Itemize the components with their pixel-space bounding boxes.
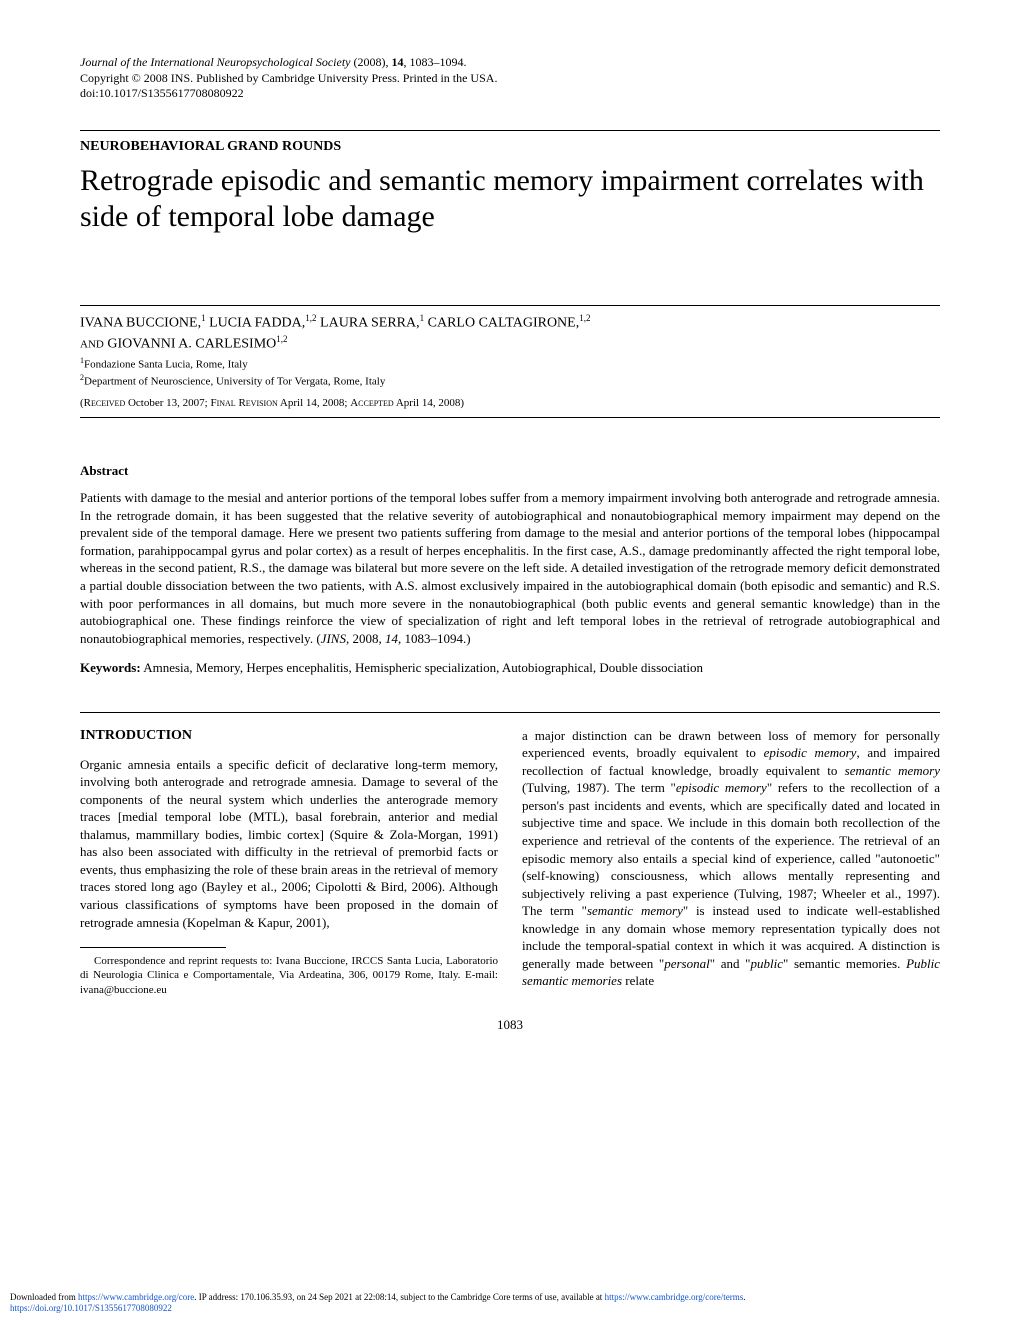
footer-text-2: . IP address: 170.106.35.93, on 24 Sep 2… bbox=[194, 1292, 604, 1302]
accepted-label: Accepted bbox=[350, 397, 394, 409]
journal-year: (2008), bbox=[354, 55, 389, 69]
abstract-body: Patients with damage to the mesial and a… bbox=[80, 489, 940, 647]
page-number: 1083 bbox=[80, 1017, 940, 1033]
rule-top bbox=[80, 130, 940, 131]
doi-line: doi:10.1017/S1355617708080922 bbox=[80, 86, 940, 102]
rule-mid bbox=[80, 305, 940, 306]
author-4: CARLO CALTAGIRONE, bbox=[428, 315, 580, 330]
journal-volume: 14 bbox=[392, 55, 404, 69]
right-column-paragraph: a major distinction can be drawn between… bbox=[522, 727, 940, 990]
article-title: Retrograde episodic and semantic memory … bbox=[80, 163, 940, 235]
intro-paragraph: Organic amnesia entails a specific defic… bbox=[80, 756, 498, 931]
abstract-end: , 1083–1094.) bbox=[398, 631, 471, 646]
two-column-body: INTRODUCTION Organic amnesia entails a s… bbox=[80, 727, 940, 997]
affiliation-2: Department of Neuroscience, University o… bbox=[84, 375, 385, 387]
column-right: a major distinction can be drawn between… bbox=[522, 727, 940, 997]
column-left: INTRODUCTION Organic amnesia entails a s… bbox=[80, 727, 498, 997]
dates-block: (Received October 13, 2007; Final Revisi… bbox=[80, 397, 940, 409]
affiliations-block: 1Fondazione Santa Lucia, Rome, Italy 2De… bbox=[80, 356, 940, 389]
journal-pages: , 1083–1094. bbox=[404, 55, 467, 69]
download-footer: Downloaded from https://www.cambridge.or… bbox=[10, 1292, 1010, 1315]
footer-link-core[interactable]: https://www.cambridge.org/core bbox=[78, 1292, 194, 1302]
author-1: IVANA BUCCIONE, bbox=[80, 315, 201, 330]
accepted-date: April 14, 2008) bbox=[394, 397, 464, 409]
author-5-aff: 1,2 bbox=[276, 334, 287, 344]
received-date: October 13, 2007; bbox=[125, 397, 210, 409]
abstract-main: Patients with damage to the mesial and a… bbox=[80, 490, 940, 645]
abstract-header: Abstract bbox=[80, 463, 940, 479]
abstract-vol: 14 bbox=[385, 631, 398, 646]
authors-block: IVANA BUCCIONE,1 LUCIA FADDA,1,2 LAURA S… bbox=[80, 312, 940, 355]
correspondence-rule bbox=[80, 947, 226, 948]
introduction-header: INTRODUCTION bbox=[80, 727, 498, 746]
received-label: Received bbox=[84, 397, 126, 409]
footer-link-doi[interactable]: https://doi.org/10.1017/S135561770808092… bbox=[10, 1303, 172, 1313]
author-4-aff: 1,2 bbox=[579, 313, 590, 323]
author-2: LUCIA FADDA, bbox=[209, 315, 305, 330]
section-header: NEUROBEHAVIORAL GRAND ROUNDS bbox=[80, 139, 940, 155]
rule-after-dates bbox=[80, 417, 940, 418]
page-container: Journal of the International Neuropsycho… bbox=[0, 0, 1020, 1073]
abstract-jins: JINS bbox=[321, 631, 346, 646]
correspondence-block: Correspondence and reprint requests to: … bbox=[80, 954, 498, 997]
keywords-block: Keywords: Amnesia, Memory, Herpes enceph… bbox=[80, 659, 940, 677]
journal-header: Journal of the International Neuropsycho… bbox=[80, 55, 940, 102]
keywords-label: Keywords: bbox=[80, 660, 141, 675]
footer-text-1: Downloaded from bbox=[10, 1292, 78, 1302]
affiliation-1: Fondazione Santa Lucia, Rome, Italy bbox=[84, 359, 248, 371]
author-and: AND bbox=[80, 339, 104, 351]
journal-name: Journal of the International Neuropsycho… bbox=[80, 55, 351, 69]
footer-text-3: . bbox=[743, 1292, 745, 1302]
author-5: GIOVANNI A. CARLESIMO bbox=[104, 337, 276, 352]
author-1-aff: 1 bbox=[201, 313, 206, 323]
abstract-cite: , 2008, bbox=[346, 631, 385, 646]
author-2-aff: 1,2 bbox=[305, 313, 316, 323]
footer-link-terms[interactable]: https://www.cambridge.org/core/terms bbox=[605, 1292, 744, 1302]
author-3-aff: 1 bbox=[420, 313, 425, 323]
keywords-text: Amnesia, Memory, Herpes encephalitis, He… bbox=[141, 660, 703, 675]
revision-date: April 14, 2008; bbox=[278, 397, 350, 409]
copyright-line: Copyright © 2008 INS. Published by Cambr… bbox=[80, 71, 940, 87]
author-3: LAURA SERRA, bbox=[320, 315, 420, 330]
revision-label: Final Revision bbox=[210, 397, 277, 409]
